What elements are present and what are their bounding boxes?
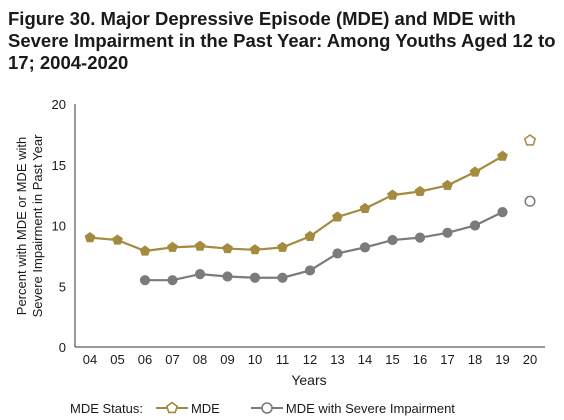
axes (74, 104, 545, 348)
data-point (277, 241, 288, 252)
y-tick-label: 5 (59, 279, 66, 294)
legend-swatch-severe (250, 402, 283, 414)
data-point (304, 265, 316, 276)
series-layer (84, 134, 537, 286)
data-point (167, 275, 178, 286)
data-point (249, 244, 261, 255)
x-tick-label: 09 (220, 352, 234, 367)
y-tick-label: 15 (52, 158, 66, 173)
data-point (222, 242, 233, 254)
series-line (89, 155, 504, 253)
data-point (167, 241, 178, 252)
y-tick-label: 20 (52, 97, 66, 112)
x-tick-label: 11 (276, 352, 290, 367)
data-point (277, 272, 288, 283)
data-point (414, 185, 426, 196)
x-tick-label: 12 (303, 352, 317, 367)
legend-label-severe: MDE with Severe Impairment (285, 400, 455, 416)
chart-title: Figure 30. Major Depressive Episode (MDE… (8, 8, 556, 73)
x-tick-label: 04 (83, 352, 97, 367)
legend-title: MDE Status: (70, 400, 143, 416)
data-point (194, 240, 206, 251)
x-tick-label: 07 (165, 352, 179, 367)
x-tick-label: 19 (495, 352, 509, 367)
data-point (359, 202, 371, 213)
x-tick-label: 14 (358, 352, 372, 367)
x-tick-label: 13 (330, 352, 344, 367)
x-tick-label: 08 (193, 352, 207, 367)
legend-label-mde: MDE (190, 400, 220, 416)
data-point (387, 234, 398, 246)
x-tick-label: 05 (110, 352, 124, 367)
data-point (497, 150, 508, 161)
legend-swatch-mde (155, 401, 188, 414)
data-point (139, 245, 151, 256)
legend: MDE Status: MDE MDE with Severe Impairme… (70, 398, 485, 418)
data-point (304, 230, 316, 241)
data-point (112, 234, 123, 245)
x-tick-label: 18 (468, 352, 482, 367)
data-point (414, 232, 426, 243)
y-axis-label-line1: Percent with MDE or MDE with (14, 137, 29, 315)
data-point (442, 227, 453, 238)
legend-item-severe: MDE with Severe Impairment (250, 401, 455, 416)
series-mde-severe (139, 195, 536, 286)
x-tick-label: 15 (385, 352, 399, 367)
data-point (84, 231, 96, 243)
data-point (387, 189, 398, 200)
data-point (524, 195, 536, 207)
data-point (332, 248, 343, 259)
data-point (359, 242, 371, 253)
data-point (469, 166, 481, 177)
x-tick-label: 20 (523, 352, 537, 367)
data-point (194, 269, 206, 280)
data-point (332, 211, 343, 222)
series-mde (84, 134, 537, 256)
data-point (249, 272, 261, 283)
data-point (139, 275, 151, 286)
data-point (523, 134, 537, 146)
legend-item-mde: MDE (155, 401, 220, 416)
x-tick-label: 06 (138, 352, 152, 367)
x-tick-label: 17 (440, 352, 454, 367)
y-axis-label-line2: Severe Impairment in Past Year (30, 134, 45, 317)
data-point (469, 220, 481, 231)
x-tick-label: 16 (413, 352, 427, 367)
y-tick-label: 0 (59, 340, 66, 355)
x-tick-label: 10 (248, 352, 262, 367)
x-axis-label: Years (291, 372, 326, 388)
data-point (442, 179, 453, 190)
y-tick-label: 10 (52, 219, 66, 234)
data-point (497, 207, 508, 218)
data-point (222, 271, 233, 282)
